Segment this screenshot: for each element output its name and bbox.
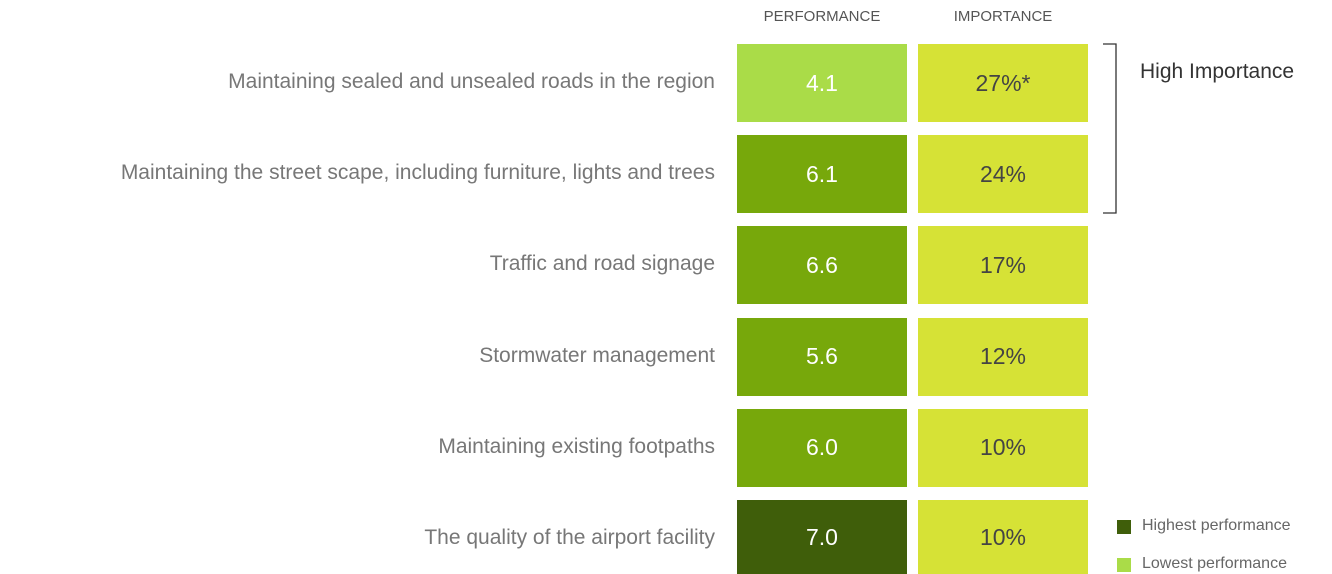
- row-label: Stormwater management: [479, 343, 715, 367]
- bracket: [1103, 43, 1117, 214]
- row-label: Maintaining existing footpaths: [438, 434, 715, 458]
- performance-cell: 7.0: [737, 500, 907, 574]
- importance-cell: 12%: [918, 317, 1088, 396]
- header-importance: IMPORTANCE: [953, 8, 1053, 25]
- header-performance: PERFORMANCE: [763, 8, 881, 25]
- importance-cell: 24%: [918, 135, 1088, 214]
- legend-swatch: [1117, 558, 1131, 572]
- legend-swatch: [1117, 520, 1131, 534]
- row-label: Maintaining the street scape, including …: [120, 161, 715, 185]
- legend-label: Highest performance: [1142, 517, 1291, 534]
- performance-cell: 6.6: [737, 226, 907, 305]
- performance-cell: 5.6: [737, 317, 907, 396]
- legend-label: Lowest performance: [1142, 555, 1287, 572]
- importance-cell: 27%*: [918, 44, 1088, 122]
- row-label: Maintaining sealed and unsealed roads in…: [228, 70, 715, 93]
- importance-cell: 17%: [918, 226, 1088, 305]
- row-label: Traffic and road signage: [489, 252, 715, 276]
- performance-cell: 4.1: [737, 44, 907, 122]
- importance-cell: 10%: [918, 408, 1088, 487]
- importance-cell: 10%: [918, 500, 1088, 574]
- row-label: The quality of the airport facility: [424, 526, 715, 549]
- performance-cell: 6.0: [737, 408, 907, 487]
- bracket-label: High Importance: [1140, 60, 1295, 83]
- performance-cell: 6.1: [737, 135, 907, 214]
